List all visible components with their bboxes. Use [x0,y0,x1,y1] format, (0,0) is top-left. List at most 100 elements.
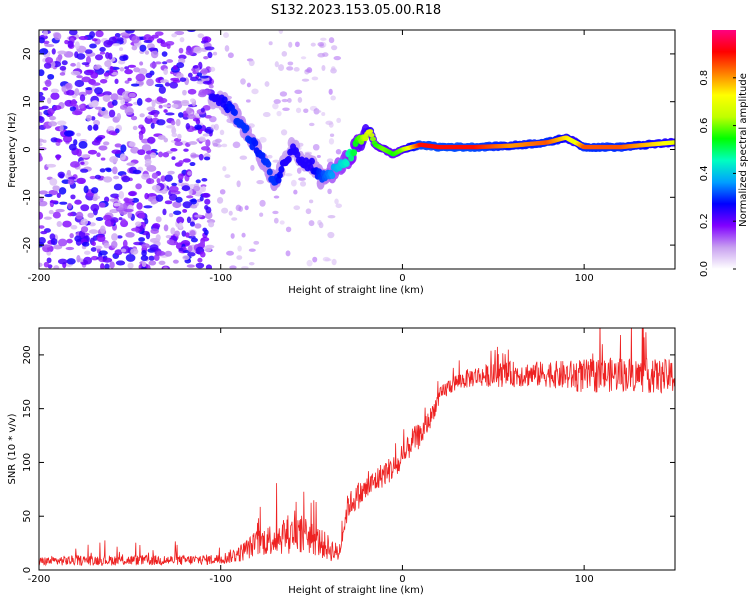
spectrogram-speckle [53,105,62,111]
spectrogram-speckle [39,106,45,111]
spectrogram-speckle [94,87,103,95]
spectrogram-speckle [248,261,255,266]
colorbar: 0.0 0.2 0.4 0.6 0.8 Normalized spectral ampl… [699,30,749,277]
spectrogram-speckle [159,97,168,104]
spectrogram-speckle [123,197,130,203]
spectrogram-speckle [154,61,162,65]
spectrogram-speckle [164,250,173,257]
spectrogram-speckle [190,198,198,205]
spectrogram-speckle [94,54,104,61]
spectrogram-speckle [149,244,159,251]
spectrogram-speckle [170,148,178,152]
spectrogram-speckle [151,34,159,39]
spectrogram-speckle [272,102,279,110]
spectrogram-speckle [50,238,58,246]
colorbar-tick-label: 0.6 [699,118,710,134]
y-tick-label: 200 [22,345,33,364]
spectrogram-speckle [148,255,155,261]
spectrogram-speckle [155,194,164,202]
spectrogram-speckle [144,50,150,55]
spectrogram-speckle [293,205,301,211]
spectrogram-speckle [219,189,226,195]
spectrogram-speckle [91,100,99,107]
spectrogram-speckle [188,141,198,145]
spectrogram-speckle [314,109,322,113]
spectrogram-speckle [131,45,138,51]
spectrogram-speckle [148,47,158,51]
spectrogram-speckle [104,263,110,269]
spectrogram-speckle [70,225,78,230]
spectrogram-speckle [76,148,82,157]
spectrogram-speckle [138,68,148,75]
spectrogram-speckle [178,160,184,165]
spectrogram-speckle [102,114,112,119]
spectrogram-speckle [199,240,206,248]
spectrogram-speckle [279,220,285,225]
x-tick-label: 0 [399,574,405,585]
spectrogram-speckle [146,106,156,112]
spectrogram-speckle [281,98,289,103]
spectrogram-speckle [169,81,178,89]
colorbar-gradient [712,30,736,269]
spectrogram-speckle [39,211,44,220]
spectrogram-speckle [236,180,241,188]
spectrogram-speckle [316,155,321,159]
spectrogram-speckle [317,219,322,226]
spectrogram-ridge-core [265,160,272,168]
spectrogram-speckle [71,110,82,116]
spectrogram-speckle [228,210,233,216]
spectrogram-speckle [164,82,171,87]
snr-frame [38,327,676,571]
spectrogram-speckle [127,210,133,219]
spectrogram-speckle [285,226,292,233]
spectrogram-speckle [81,76,91,83]
spectrogram-speckle [187,252,196,257]
spectrogram-speckle [151,99,156,108]
spectrogram-ridge-core [243,124,250,132]
y-tick-label: 10 [22,95,33,108]
spectrogram-speckle [296,167,302,174]
spectrogram-speckle [50,92,60,100]
spectrogram-speckle [39,116,45,124]
spectrogram-speckle [56,220,63,227]
spectrogram-speckle [327,214,336,219]
spectrogram-speckle [53,244,63,250]
spectrogram-speckle [162,208,167,216]
spectrogram-speckle [47,73,55,80]
y-tick-label: 100 [22,453,33,472]
spectrogram-speckle [109,198,119,202]
spectrogram-speckle [179,37,185,43]
spectrogram-speckle [180,101,190,107]
spectrogram-speckle [198,136,206,142]
spectrogram-speckle [193,185,201,192]
spectrogram-y-axis: -20 -10 0 10 20 [22,48,675,253]
spectrogram-speckle [171,33,178,38]
spectrogram-speckle [207,51,213,59]
spectrogram-speckle [308,199,314,204]
spectrogram-speckle [174,141,183,147]
spectrogram-speckle [39,196,44,203]
spectrogram-speckle [110,93,119,101]
spectrogram-speckle [162,61,168,65]
spectrogram-speckle [305,69,311,73]
spectrogram-speckle [43,216,52,220]
spectrogram-speckle [102,176,113,183]
spectrogram-speckle [40,230,48,235]
spectrogram-speckle [61,85,67,93]
spectrogram-speckle [66,169,72,176]
spectrogram-speckle [39,236,46,244]
spectrogram-speckle [224,174,231,179]
spectrogram-speckle [200,251,206,258]
spectrogram-speckle [39,190,49,195]
spectrogram-speckle [118,190,125,199]
colorbar-label: Normalized spectral amplitude [738,73,749,227]
spectrogram-speckle [94,106,103,110]
spectrogram-speckle [56,154,61,161]
spectrogram-speckle [202,133,210,137]
spectrogram-speckle [195,179,201,184]
x-tick-label: -100 [209,273,232,284]
spectrogram-speckle [138,132,144,141]
spectrogram-speckle [89,175,97,180]
spectrogram-speckle [284,173,293,177]
spectrogram-ridge-core [278,166,285,174]
